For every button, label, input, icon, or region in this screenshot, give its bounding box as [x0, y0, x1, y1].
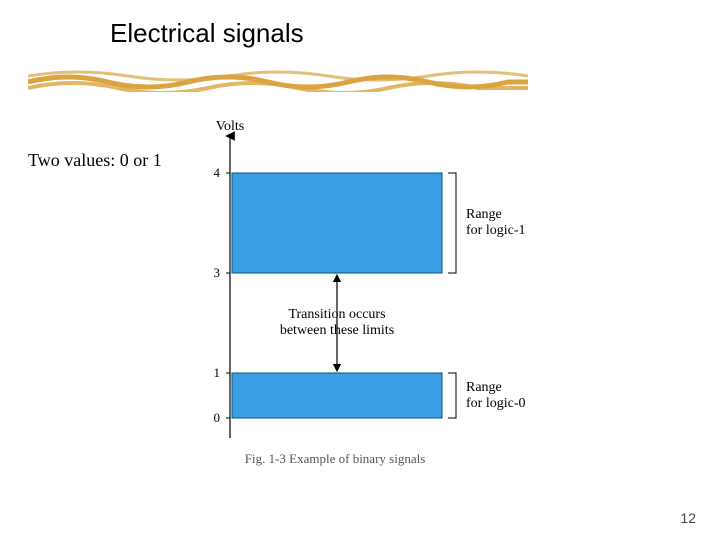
svg-text:for logic-0: for logic-0 [466, 396, 525, 411]
svg-text:for logic-1: for logic-1 [466, 223, 525, 238]
page-title: Electrical signals [110, 18, 304, 49]
svg-text:0: 0 [214, 410, 221, 425]
tick-4: 4 [214, 165, 231, 180]
bracket-logic-1: Range for logic-1 [448, 173, 525, 273]
range-logic-0-bar [232, 373, 442, 418]
subtitle-text: Two values: 0 or 1 [28, 150, 162, 171]
figure-caption: Fig. 1-3 Example of binary signals [245, 451, 426, 466]
svg-text:between these limits: between these limits [280, 323, 394, 338]
svg-text:Range: Range [466, 207, 502, 222]
title-underline [28, 68, 528, 92]
transition-arrow: Transition occurs between these limits [280, 278, 394, 368]
svg-text:Range: Range [466, 380, 502, 395]
svg-text:4: 4 [214, 165, 221, 180]
tick-3: 3 [214, 265, 231, 280]
tick-0: 0 [214, 410, 231, 425]
svg-text:3: 3 [214, 265, 221, 280]
svg-text:1: 1 [214, 365, 221, 380]
page-number: 12 [680, 510, 696, 526]
axis-label: Volts [216, 119, 245, 134]
svg-text:Transition occurs: Transition occurs [288, 307, 385, 322]
signal-diagram: Volts 4 3 1 0 Range for logic-1 Range [180, 118, 600, 478]
range-logic-1-bar [232, 173, 442, 273]
bracket-logic-0: Range for logic-0 [448, 373, 525, 418]
tick-1: 1 [214, 365, 231, 380]
